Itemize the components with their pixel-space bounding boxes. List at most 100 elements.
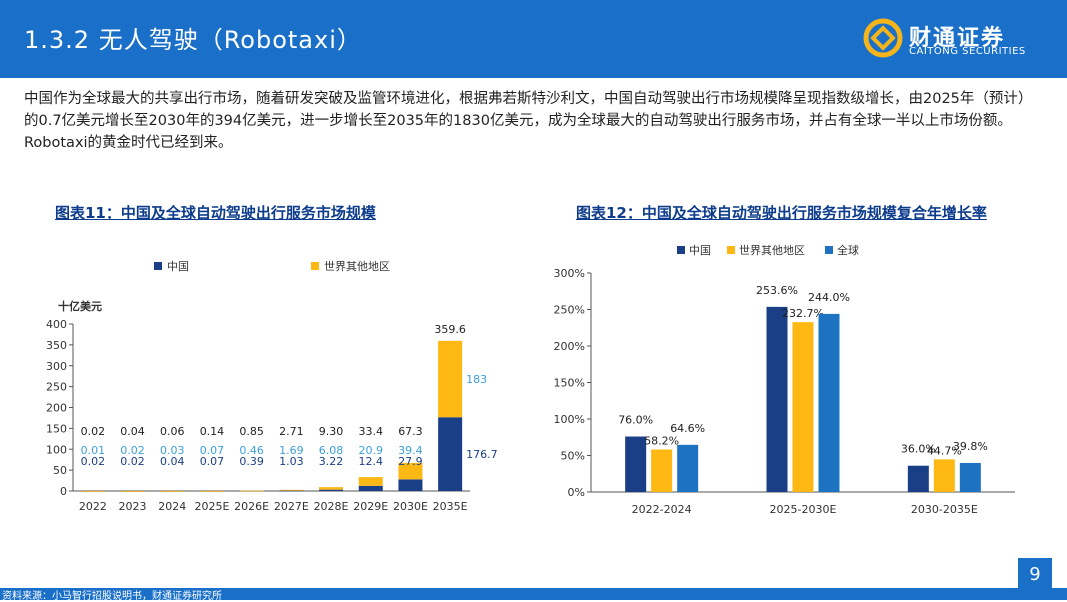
legend-swatch-world: [311, 262, 319, 270]
y-axis-label: 十亿美元: [58, 299, 102, 313]
china-value-label: 0.02: [81, 455, 106, 468]
bar-world-2022: [80, 490, 105, 492]
world-value-label: 183: [466, 373, 487, 386]
legend-swatch: [727, 246, 735, 254]
x-tick-label: 2023: [119, 500, 147, 513]
legend-label: 世界其他地区: [739, 244, 805, 257]
china-value-label: 12.4: [359, 455, 384, 468]
y-tick-label: 50: [53, 464, 67, 477]
y-tick-label: 250: [46, 381, 67, 394]
company-logo: 财通证券 CAITONG SECURITIES: [863, 14, 1053, 66]
china-value-label: 0.02: [120, 455, 145, 468]
bar-china-2029E: [358, 485, 383, 491]
intro-paragraph: 中国作为全球最大的共享出行市场，随着研发突破及监管环境进化，根据弗若斯特沙利文，…: [24, 91, 1033, 151]
y-tick-label: 0: [60, 485, 67, 498]
y-tick-label: 150%: [554, 377, 585, 390]
legend-swatch: [825, 246, 833, 254]
total-label: 2.71: [279, 425, 304, 438]
page-number: 9: [1018, 558, 1052, 592]
bar-china-2022-2024: [625, 436, 647, 492]
china-value-label: 0.07: [200, 455, 225, 468]
x-tick-label: 2025-2030E: [770, 503, 837, 516]
page-title: 1.3.2 无人驾驶（Robotaxi）: [24, 26, 362, 54]
y-tick-label: 100: [46, 443, 67, 456]
bar-world-2025-2030E: [792, 322, 814, 492]
legend-label: 全球: [837, 243, 859, 257]
bar-global-2025-2030E: [818, 313, 840, 492]
y-tick-label: 350: [46, 339, 67, 352]
world-value-label: 1.69: [279, 444, 304, 457]
world-value-label: 0.03: [160, 444, 185, 457]
total-label: 67.3: [398, 425, 423, 438]
bar-world-2024: [160, 490, 185, 492]
value-label: 36.0%: [901, 443, 936, 456]
x-tick-label: 2030-2035E: [911, 503, 978, 516]
bar-global-2022-2024: [677, 444, 699, 492]
bar-world-2029E: [358, 477, 383, 486]
header-bar: 1.3.2 无人驾驶（Robotaxi） 财通证券 CAITONG SECURI…: [0, 0, 1067, 78]
china-value-label: 27.9: [398, 455, 423, 468]
total-label: 0.14: [200, 425, 225, 438]
total-label: 0.04: [120, 425, 145, 438]
y-tick-label: 400: [46, 318, 67, 331]
x-tick-label: 2022-2024: [632, 503, 692, 516]
y-tick-label: 250%: [554, 304, 585, 317]
legend-swatch-china: [154, 262, 162, 270]
bar-china-2027E: [279, 490, 304, 492]
value-label: 44.7%: [927, 444, 962, 457]
x-tick-label: 2035E: [433, 500, 468, 513]
china-value-label: 3.22: [319, 455, 344, 468]
bar-world-2028E: [319, 487, 344, 490]
x-tick-label: 2029E: [353, 500, 388, 513]
x-tick-label: 2025E: [194, 500, 229, 513]
bar-world-2026E: [239, 490, 264, 492]
bar-china-2028E: [319, 489, 344, 491]
x-tick-label: 2026E: [234, 500, 269, 513]
world-value-label: 20.9: [359, 444, 384, 457]
total-label: 33.4: [359, 425, 384, 438]
x-tick-label: 2027E: [274, 500, 309, 513]
logo-name-en: CAITONG SECURITIES: [909, 46, 1026, 57]
y-tick-label: 0%: [568, 486, 585, 499]
chart-11-title: 图表11：中国及全球自动驾驶出行服务市场规模: [55, 204, 376, 222]
legend-label-world: 世界其他地区: [324, 260, 390, 273]
bar-world-2030-2035E: [933, 459, 955, 492]
legend-label-china: 中国: [167, 260, 189, 273]
y-tick-label: 150: [46, 422, 67, 435]
total-label: 0.06: [160, 425, 185, 438]
bar-china-2035E: [438, 417, 463, 491]
x-tick-label: 2030E: [393, 500, 428, 513]
world-value-label: 0.02: [120, 444, 145, 457]
bar-china-2030E: [398, 479, 423, 491]
value-label: 232.7%: [782, 307, 824, 320]
value-label: 64.6%: [670, 422, 705, 435]
bar-global-2030-2035E: [959, 462, 981, 492]
total-label: 0.85: [239, 425, 264, 438]
bar-china-2025-2030E: [766, 306, 788, 492]
source-note: 资料来源：小马智行招股说明书，财通证券研究所: [2, 591, 222, 602]
world-value-label: 6.08: [319, 444, 344, 457]
value-label: 253.6%: [756, 284, 798, 297]
footer-bar: [0, 588, 1067, 600]
bar-world-2025E: [199, 490, 224, 492]
x-tick-label: 2022: [79, 500, 107, 513]
china-value-label: 0.04: [160, 455, 185, 468]
bar-world-2022-2024: [651, 449, 673, 492]
x-tick-label: 2028E: [314, 500, 349, 513]
value-label: 39.8%: [953, 440, 988, 453]
total-label: 9.30: [319, 425, 344, 438]
y-tick-label: 200: [46, 402, 67, 415]
legend-label: 中国: [689, 244, 711, 257]
bar-world-2035E: [438, 340, 463, 418]
logo-mark-icon: [863, 18, 903, 58]
world-value-label: 0.46: [239, 444, 264, 457]
y-tick-label: 50%: [561, 450, 585, 463]
y-tick-label: 100%: [554, 413, 585, 426]
bar-world-2030E: [398, 462, 423, 480]
y-tick-label: 300%: [554, 267, 585, 280]
bar-world-2023: [120, 490, 145, 492]
bar-world-2027E: [279, 489, 304, 491]
chart-12-title: 图表12：中国及全球自动驾驶出行服务市场规模复合年增长率: [576, 204, 987, 222]
world-value-label: 0.01: [81, 444, 106, 457]
